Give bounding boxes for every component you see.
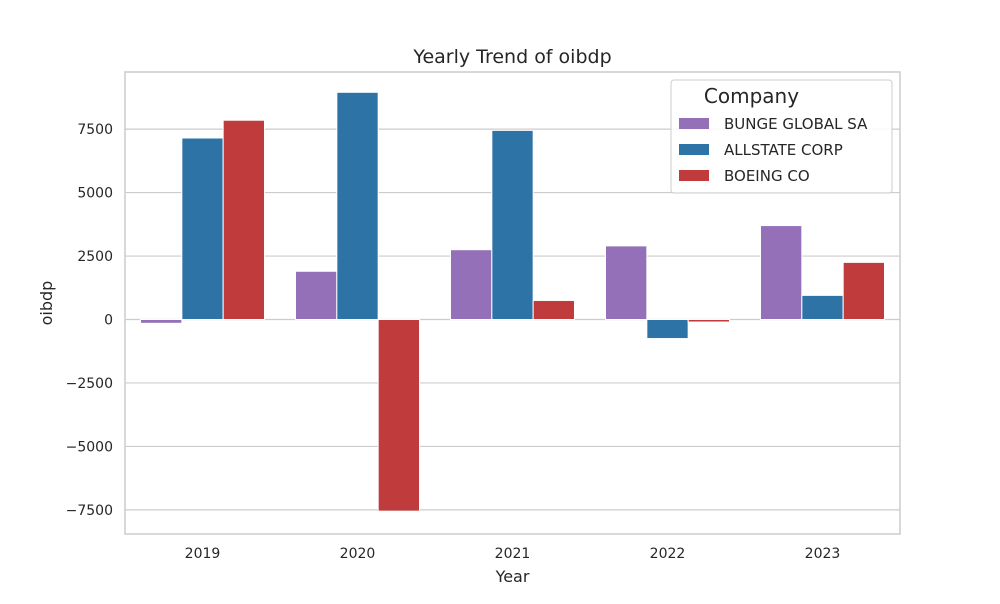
y-tick-label: −2500 <box>66 376 113 392</box>
x-tick-label: 2021 <box>495 546 531 562</box>
bar-bunge-global-sa-2021 <box>450 249 493 320</box>
legend-swatch <box>679 118 709 129</box>
plot-frame <box>124 71 901 535</box>
bar-allstate-corp-2019 <box>181 137 224 320</box>
bar-boeing-co-2022 <box>687 319 731 323</box>
legend: Company BUNGE GLOBAL SA ALLSTATE CORP BOEI… <box>670 79 893 194</box>
bar-bunge-global-sa-2023 <box>760 225 803 320</box>
bar-allstate-corp-2020 <box>336 91 379 320</box>
chart-title: Yearly Trend of oibdp <box>412 46 611 68</box>
legend-box <box>670 79 893 194</box>
bar-boeing-co-2021 <box>532 299 576 321</box>
bar-boeing-co-2020 <box>377 319 420 512</box>
bar-boeing-co-2023 <box>842 261 886 320</box>
legend-label: ALLSTATE CORP <box>724 141 843 159</box>
legend-label: BOEING CO <box>724 167 810 185</box>
y-axis-label: oibdp <box>37 281 56 326</box>
y-tick-label: −5000 <box>66 439 113 455</box>
bar-boeing-co-2019 <box>222 119 266 320</box>
x-tick-label: 2023 <box>805 546 841 562</box>
bar-bunge-global-sa-2022 <box>605 245 648 320</box>
x-axis-label: Year <box>495 567 530 586</box>
y-tick-label: 0 <box>104 313 113 329</box>
x-tick-label: 2019 <box>185 546 221 562</box>
legend-title: Company <box>704 84 799 108</box>
bar-bunge-global-sa-2020 <box>295 270 338 320</box>
legend-label: BUNGE GLOBAL SA <box>724 115 868 133</box>
legend-swatch <box>679 170 709 181</box>
bar-allstate-corp-2021 <box>491 129 534 320</box>
x-tick-label: 2022 <box>650 546 686 562</box>
bars <box>140 91 886 512</box>
y-tick-label: 5000 <box>77 186 113 202</box>
bar-allstate-corp-2023 <box>801 294 844 320</box>
y-tick-label: −7500 <box>66 503 113 519</box>
x-tick-label: 2020 <box>340 546 376 562</box>
y-tick-label: 2500 <box>77 249 113 265</box>
bar-allstate-corp-2022 <box>646 319 689 340</box>
y-tick-label: 7500 <box>77 122 113 138</box>
x-tick-labels: 2019 2020 2021 2022 2023 <box>185 546 841 562</box>
legend-swatch <box>679 144 709 155</box>
y-tick-labels: −7500 −5000 −2500 0 2500 5000 7500 <box>66 122 113 519</box>
bar-bunge-global-sa-2019 <box>140 319 183 324</box>
